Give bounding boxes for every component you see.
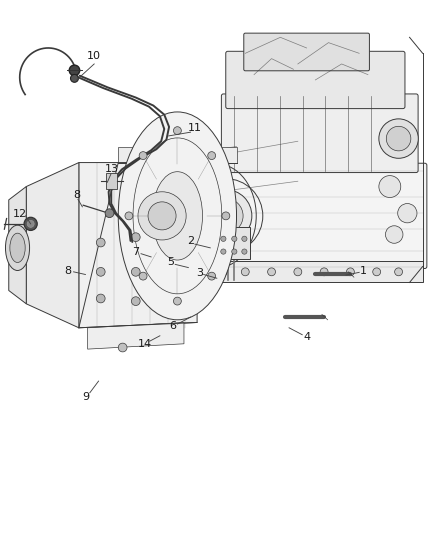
Text: 3: 3 [196, 268, 203, 278]
Circle shape [139, 152, 147, 159]
Circle shape [241, 268, 249, 276]
Circle shape [96, 294, 105, 303]
Circle shape [208, 272, 215, 280]
Circle shape [131, 297, 140, 305]
Circle shape [96, 268, 105, 276]
Circle shape [131, 233, 140, 241]
Circle shape [219, 268, 227, 276]
Polygon shape [88, 322, 184, 349]
Text: 6: 6 [170, 321, 177, 331]
Text: 5: 5 [167, 257, 174, 267]
Circle shape [320, 268, 328, 276]
Circle shape [386, 126, 411, 151]
Bar [217, 227, 250, 259]
Circle shape [395, 268, 403, 276]
Text: 4: 4 [303, 332, 310, 342]
Text: 9: 9 [82, 392, 89, 402]
Polygon shape [79, 163, 197, 328]
Circle shape [379, 119, 418, 158]
Circle shape [199, 190, 252, 242]
Circle shape [24, 217, 37, 230]
Text: 8: 8 [73, 190, 80, 199]
Polygon shape [26, 163, 79, 328]
Circle shape [173, 297, 181, 305]
Circle shape [221, 249, 226, 254]
Text: 8: 8 [64, 266, 71, 276]
Circle shape [242, 236, 247, 241]
Ellipse shape [118, 112, 237, 320]
Circle shape [222, 212, 230, 220]
Bar [106, 173, 117, 189]
FancyBboxPatch shape [244, 33, 369, 71]
Circle shape [27, 220, 34, 228]
Ellipse shape [10, 233, 25, 263]
Circle shape [96, 238, 105, 247]
Text: 14: 14 [138, 339, 152, 349]
Text: 11: 11 [188, 123, 202, 133]
Circle shape [294, 268, 302, 276]
Circle shape [125, 212, 133, 220]
Polygon shape [9, 187, 26, 304]
Circle shape [232, 249, 237, 254]
Ellipse shape [5, 225, 29, 270]
Bar [212, 261, 423, 282]
Circle shape [385, 226, 403, 243]
Circle shape [173, 127, 181, 134]
Circle shape [69, 65, 80, 76]
Circle shape [148, 202, 176, 230]
Text: 12: 12 [13, 209, 27, 219]
Circle shape [242, 249, 247, 254]
Text: 10: 10 [87, 51, 101, 61]
Circle shape [346, 268, 354, 276]
Ellipse shape [152, 172, 202, 260]
Circle shape [131, 268, 140, 276]
FancyBboxPatch shape [212, 165, 221, 266]
Polygon shape [118, 147, 237, 163]
FancyBboxPatch shape [226, 51, 405, 109]
FancyBboxPatch shape [212, 163, 427, 269]
Circle shape [105, 209, 114, 217]
FancyBboxPatch shape [221, 94, 418, 173]
Text: 13: 13 [105, 165, 119, 174]
Circle shape [398, 204, 417, 223]
Text: 2: 2 [187, 236, 194, 246]
Circle shape [373, 268, 381, 276]
Circle shape [118, 343, 127, 352]
Circle shape [208, 152, 215, 159]
Circle shape [208, 198, 243, 233]
Circle shape [138, 192, 186, 240]
Circle shape [71, 75, 78, 82]
Circle shape [221, 236, 226, 241]
Text: 7: 7 [132, 247, 139, 256]
Text: 1: 1 [360, 266, 367, 276]
Circle shape [379, 175, 401, 198]
Circle shape [139, 272, 147, 280]
Circle shape [232, 236, 237, 241]
Circle shape [268, 268, 276, 276]
